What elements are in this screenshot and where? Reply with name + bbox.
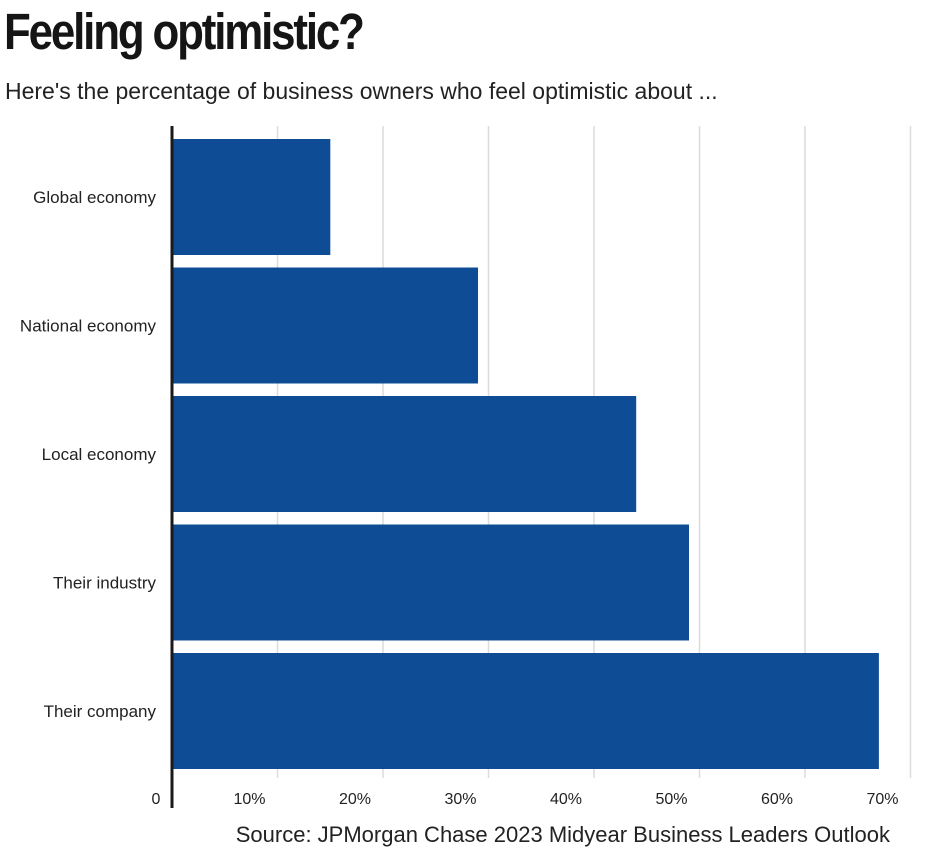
category-label: Local economy (42, 445, 157, 464)
bar-their-industry (172, 524, 689, 641)
x-tick-label: 10% (233, 791, 265, 808)
x-tick-label: 20% (339, 791, 371, 808)
category-label: Their company (44, 702, 157, 721)
x-tick-label: 60% (761, 791, 793, 808)
chart-title: Feeling optimistic? (4, 3, 365, 60)
x-tick-label: 40% (550, 791, 582, 808)
x-tick-labels: 0 10% 20% 30% 40% 50% 60% 70% (152, 791, 899, 808)
x-tick-label: 50% (655, 791, 687, 808)
x-tick-label: 30% (444, 791, 476, 808)
category-label: Global economy (33, 188, 156, 207)
source-note: Source: JPMorgan Chase 2023 Midyear Busi… (235, 822, 890, 847)
bar-local-economy (172, 396, 637, 512)
bar-their-company (172, 653, 879, 769)
x-tick-label: 70% (866, 791, 898, 808)
bar-chart: Global economy National economy Local econ… (20, 126, 912, 808)
category-label: Their industry (53, 574, 156, 593)
category-label: National economy (20, 317, 157, 336)
category-labels: Global economy National economy Local econ… (20, 188, 157, 721)
bar-global-economy (172, 139, 331, 255)
x-tick-label: 0 (152, 791, 161, 808)
bars (172, 139, 879, 769)
bar-national-economy (172, 267, 478, 384)
chart-subtitle: Here's the percentage of business owners… (5, 78, 718, 104)
